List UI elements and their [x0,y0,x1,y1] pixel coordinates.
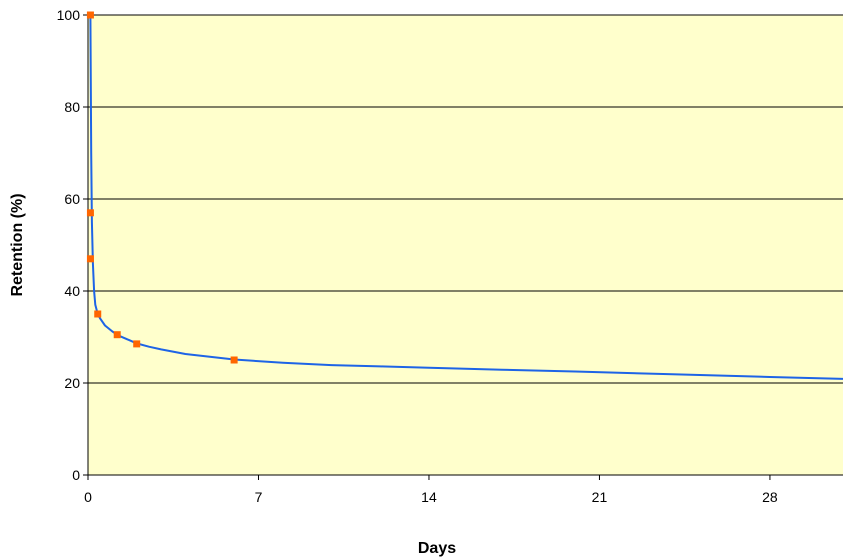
series-layer [86,11,843,380]
x-tick-label: 14 [421,489,437,505]
y-tick-label: 80 [64,99,80,115]
x-axis-title: Days [418,540,456,557]
y-tick-label: 40 [64,283,80,299]
y-tick-label: 100 [57,7,81,23]
data-point-marker [86,209,94,217]
axes [83,14,843,480]
y-tick-label: 20 [64,375,80,391]
gridlines [88,14,843,384]
x-tick-label: 7 [255,489,263,505]
x-tick-label: 0 [84,489,92,505]
y-axis-title: Retention (%) [9,193,26,296]
data-point-marker [86,11,94,19]
x-tick-label: 21 [592,489,608,505]
retention-curve [89,14,843,380]
data-point-marker [86,255,94,263]
plot-area [88,15,843,475]
data-point-marker [94,310,102,318]
y-tick-label: 0 [72,467,80,483]
data-point-marker [133,340,141,348]
data-point-marker [230,356,238,364]
x-tick-label: 28 [762,489,778,505]
y-tick-label: 60 [64,191,80,207]
data-point-marker [113,331,121,339]
tick-labels: 0 20 40 60 80 100 0 7 14 21 28 [57,7,778,505]
